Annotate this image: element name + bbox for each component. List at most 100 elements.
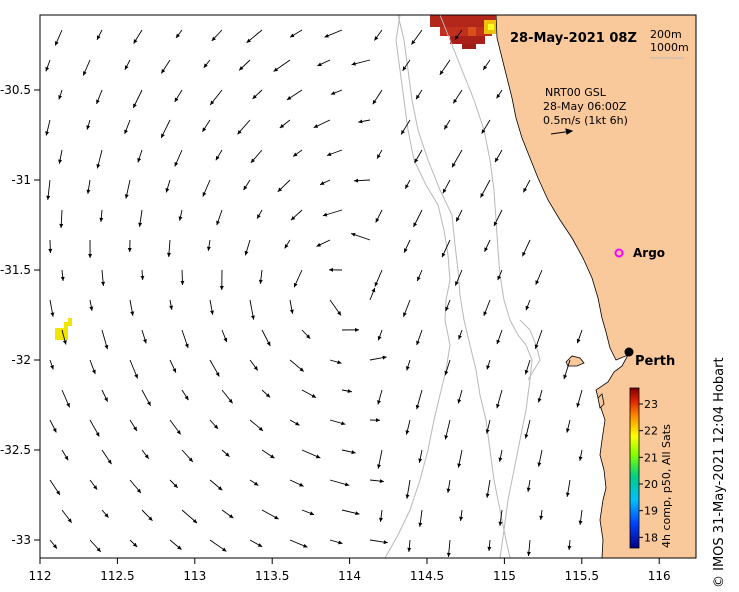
current-vector-head <box>378 517 383 522</box>
current-vector-head <box>148 516 153 521</box>
current-vector-head <box>403 312 407 317</box>
current-vector-head <box>493 221 498 227</box>
current-vector-head <box>91 369 96 375</box>
current-vector-head <box>215 372 220 377</box>
current-vector-head <box>96 99 100 104</box>
current-vector-head <box>96 547 101 552</box>
current-vector-head <box>303 543 308 548</box>
current-vector-head <box>86 189 91 194</box>
current-vector-head <box>257 543 263 547</box>
current-vector-head <box>215 155 220 161</box>
current-vector-head <box>202 127 207 132</box>
current-vector-head <box>175 33 180 38</box>
current-vector-head <box>144 454 149 459</box>
current-vector-head <box>347 389 352 394</box>
current-vector-head <box>565 428 570 433</box>
current-vector-head <box>146 401 151 406</box>
current-vector-head <box>351 450 356 455</box>
x-tick-label: 112 <box>29 569 52 583</box>
sst-patch <box>430 15 496 49</box>
current-vector-head <box>496 339 501 345</box>
current-vector-head <box>177 545 182 550</box>
current-vector-head <box>316 242 321 247</box>
current-vector-head <box>444 435 449 440</box>
current-vector-head <box>54 41 59 46</box>
current-vector-head <box>252 94 257 99</box>
current-vector-head <box>277 187 283 192</box>
current-vector-head <box>344 482 350 487</box>
current-vector-head <box>523 187 528 193</box>
current-vector-head <box>64 455 69 461</box>
current-vector-head <box>416 94 420 100</box>
current-vector-head <box>253 366 258 371</box>
current-vector-head <box>293 282 298 288</box>
current-vector-head <box>483 311 488 316</box>
current-vector-head <box>337 360 342 365</box>
current-vector-head <box>439 70 444 75</box>
current-vector-head <box>134 374 138 379</box>
y-tick-label: -30.5 <box>0 83 31 97</box>
current-vector-head <box>330 91 336 95</box>
current-vector-head <box>258 426 264 431</box>
current-vector-head <box>161 133 165 138</box>
island <box>597 393 605 409</box>
current-vector-head <box>225 452 230 457</box>
current-vector-head <box>244 250 249 256</box>
x-tick-label: 115 <box>493 569 516 583</box>
current-vector-head <box>299 482 304 487</box>
current-vector-head <box>66 402 70 408</box>
current-vector-head <box>101 281 106 286</box>
perth-marker <box>624 347 634 357</box>
current-vector-head <box>99 217 104 222</box>
current-vector-head <box>453 98 458 104</box>
argo-label: Argo <box>633 246 665 260</box>
current-vector-head <box>444 124 449 130</box>
current-vector-head <box>524 434 529 439</box>
current-vector-head <box>173 483 178 488</box>
current-vector-head <box>217 486 223 491</box>
current-vector-head <box>295 421 300 426</box>
current-vector-head <box>213 424 219 429</box>
plot-frame <box>39 14 697 559</box>
current-vector-head <box>124 65 129 70</box>
colorbar-tick-label: 18 <box>644 531 658 544</box>
current-vector-head <box>88 253 93 258</box>
current-vector-head <box>104 397 108 402</box>
current-vector-head <box>525 305 530 311</box>
current-vector-head <box>382 355 387 360</box>
current-vector-head <box>375 218 380 223</box>
current-vector-head <box>62 340 67 345</box>
perth-label: Perth <box>635 354 675 369</box>
argo-marker <box>614 248 624 258</box>
current-vector-head <box>228 398 233 404</box>
current-vector-head <box>67 518 72 523</box>
current-vector-head <box>446 488 451 493</box>
y-tick-label: -33 <box>11 533 31 547</box>
current-vector-head <box>415 404 420 410</box>
current-vector-head <box>258 279 263 284</box>
current-vector-head <box>210 310 214 315</box>
contour-lines <box>384 15 541 558</box>
current-vector-head <box>537 462 542 467</box>
current-vector-head <box>284 243 289 249</box>
vector-legend-time: 28-May 06:00Z <box>543 100 627 113</box>
colorbar-tick-label: 22 <box>644 425 658 438</box>
current-vector-head <box>405 366 410 371</box>
y-tick-label: -32 <box>11 353 31 367</box>
current-vector-head <box>228 514 234 519</box>
current-vector-head <box>457 463 462 468</box>
current-vector-head <box>315 454 321 459</box>
current-vector-head <box>442 188 447 194</box>
current-vector-head <box>140 275 145 280</box>
current-vector-head <box>124 194 129 199</box>
current-vector-head <box>83 71 87 76</box>
current-vector-head <box>107 459 112 465</box>
vector-legend-scale: 0.5m/s (1kt 6h) <box>543 114 628 127</box>
current-vector-head <box>537 398 542 403</box>
current-vector-head <box>104 513 109 518</box>
current-vector-head <box>377 400 381 405</box>
current-vector-head <box>379 479 384 484</box>
current-vector-head <box>526 551 531 556</box>
x-tick-label: 114 <box>338 569 361 583</box>
y-tick-label: -31.5 <box>0 263 31 277</box>
